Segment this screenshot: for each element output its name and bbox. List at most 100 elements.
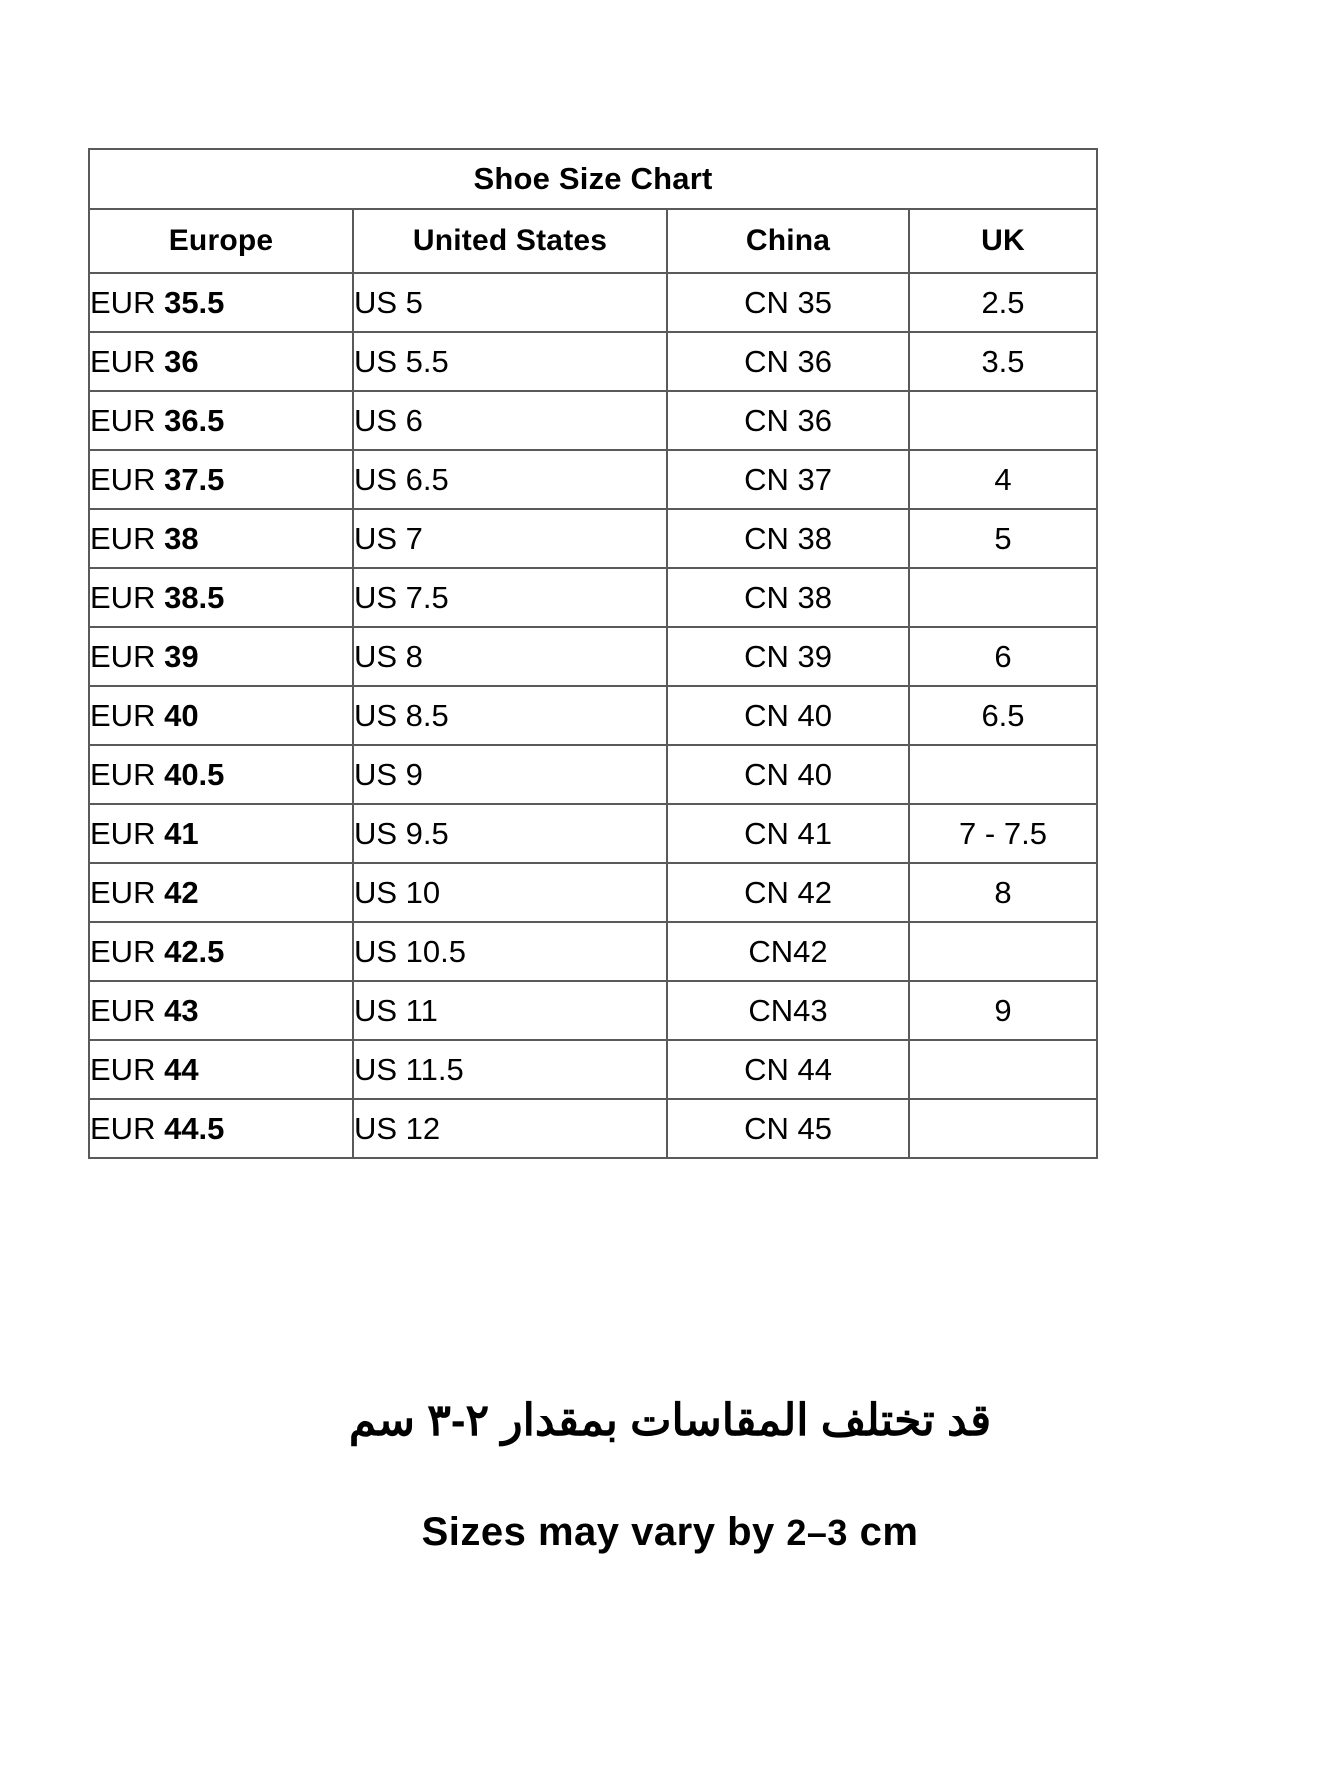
table-row: EUR 44 US 11.5 CN 44 (88, 1039, 1098, 1100)
europe-size: 37.5 (164, 462, 225, 497)
cell-united-states: US 7.5 (352, 567, 668, 628)
europe-size: 41 (164, 816, 199, 851)
europe-prefix: EUR (90, 285, 165, 320)
europe-size: 38 (164, 521, 199, 556)
europe-size: 40.5 (164, 757, 225, 792)
europe-prefix: EUR (90, 1052, 165, 1087)
cell-uk (908, 567, 1098, 628)
shoe-size-chart-container: Shoe Size Chart Europe United States Chi… (88, 148, 1098, 1159)
cell-china: CN 37 (666, 449, 910, 510)
table-row: EUR 44.5 US 12 CN 45 (88, 1098, 1098, 1159)
cell-europe: EUR 37.5 (88, 449, 354, 510)
column-header-uk: UK (908, 208, 1098, 274)
cell-europe: EUR 36 (88, 331, 354, 392)
cell-europe: EUR 40 (88, 685, 354, 746)
europe-size: 38.5 (164, 580, 225, 615)
table-row: EUR 42.5 US 10.5 CN42 (88, 921, 1098, 982)
table-title-row: Shoe Size Chart (88, 148, 1098, 210)
europe-prefix: EUR (90, 875, 165, 910)
europe-prefix: EUR (90, 1111, 165, 1146)
cell-uk: 6 (908, 626, 1098, 687)
table-row: EUR 38.5 US 7.5 CN 38 (88, 567, 1098, 628)
cell-europe: EUR 44 (88, 1039, 354, 1100)
cell-united-states: US 9 (352, 744, 668, 805)
europe-prefix: EUR (90, 403, 165, 438)
cell-united-states: US 10 (352, 862, 668, 923)
cell-united-states: US 11 (352, 980, 668, 1041)
europe-size: 36 (164, 344, 199, 379)
cell-europe: EUR 40.5 (88, 744, 354, 805)
cell-united-states: US 9.5 (352, 803, 668, 864)
table-row: EUR 40 US 8.5 CN 40 6.5 (88, 685, 1098, 746)
cell-uk: 2.5 (908, 272, 1098, 333)
europe-prefix: EUR (90, 344, 165, 379)
europe-prefix: EUR (90, 698, 165, 733)
cell-europe: EUR 42.5 (88, 921, 354, 982)
cell-united-states: US 10.5 (352, 921, 668, 982)
cell-united-states: US 8 (352, 626, 668, 687)
cell-china: CN 45 (666, 1098, 910, 1159)
cell-china: CN42 (666, 921, 910, 982)
column-header-europe: Europe (88, 208, 354, 274)
cell-china: CN 39 (666, 626, 910, 687)
cell-united-states: US 5 (352, 272, 668, 333)
table-row: EUR 37.5 US 6.5 CN 37 4 (88, 449, 1098, 510)
cell-china: CN43 (666, 980, 910, 1041)
cell-united-states: US 12 (352, 1098, 668, 1159)
cell-europe: EUR 39 (88, 626, 354, 687)
europe-size: 40 (164, 698, 199, 733)
cell-china: CN 40 (666, 685, 910, 746)
europe-prefix: EUR (90, 934, 165, 969)
cell-china: CN 40 (666, 744, 910, 805)
cell-united-states: US 5.5 (352, 331, 668, 392)
table-row: EUR 42 US 10 CN 42 8 (88, 862, 1098, 923)
note-arabic: قد تختلف المقاسات بمقدار ٢-٣ سم (348, 1396, 992, 1445)
cell-china: CN 42 (666, 862, 910, 923)
table-row: EUR 39 US 8 CN 39 6 (88, 626, 1098, 687)
column-header-united-states: United States (352, 208, 668, 274)
cell-europe: EUR 35.5 (88, 272, 354, 333)
chart-title: Shoe Size Chart (88, 148, 1098, 210)
europe-size: 35.5 (164, 285, 225, 320)
cell-china: CN 38 (666, 508, 910, 569)
table-row: EUR 43 US 11 CN43 9 (88, 980, 1098, 1041)
cell-uk: 6.5 (908, 685, 1098, 746)
cell-europe: EUR 38 (88, 508, 354, 569)
note-english-prefix: Sizes may vary by (421, 1510, 775, 1554)
cell-europe: EUR 42 (88, 862, 354, 923)
cell-united-states: US 6.5 (352, 449, 668, 510)
europe-prefix: EUR (90, 639, 165, 674)
note-english-range: 2–3 (786, 1512, 848, 1553)
table-row: EUR 36.5 US 6 CN 36 (88, 390, 1098, 451)
note-english: Sizes may vary by 2–3 cm (0, 1510, 1340, 1555)
cell-uk: 9 (908, 980, 1098, 1041)
cell-united-states: US 11.5 (352, 1039, 668, 1100)
column-header-china: China (666, 208, 910, 274)
cell-uk: 4 (908, 449, 1098, 510)
table-body: EUR 35.5 US 5 CN 35 2.5 EUR 36 US 5.5 CN 36 3.5… (88, 272, 1098, 1159)
europe-prefix: EUR (90, 462, 165, 497)
table-row: EUR 40.5 US 9 CN 40 (88, 744, 1098, 805)
europe-size: 44.5 (164, 1111, 225, 1146)
cell-uk (908, 1039, 1098, 1100)
cell-uk: 8 (908, 862, 1098, 923)
cell-united-states: US 7 (352, 508, 668, 569)
europe-size: 36.5 (164, 403, 225, 438)
cell-uk (908, 921, 1098, 982)
cell-uk: 7 - 7.5 (908, 803, 1098, 864)
cell-china: CN 36 (666, 390, 910, 451)
cell-china: CN 36 (666, 331, 910, 392)
europe-prefix: EUR (90, 816, 165, 851)
cell-uk: 5 (908, 508, 1098, 569)
cell-uk (908, 1098, 1098, 1159)
note-english-suffix: cm (859, 1510, 919, 1554)
europe-prefix: EUR (90, 993, 165, 1028)
europe-prefix: EUR (90, 580, 165, 615)
cell-europe: EUR 36.5 (88, 390, 354, 451)
table-row: EUR 41 US 9.5 CN 41 7 - 7.5 (88, 803, 1098, 864)
cell-uk: 3.5 (908, 331, 1098, 392)
europe-size: 43 (164, 993, 199, 1028)
table-column-header-row: Europe United States China UK (88, 208, 1098, 274)
cell-europe: EUR 38.5 (88, 567, 354, 628)
